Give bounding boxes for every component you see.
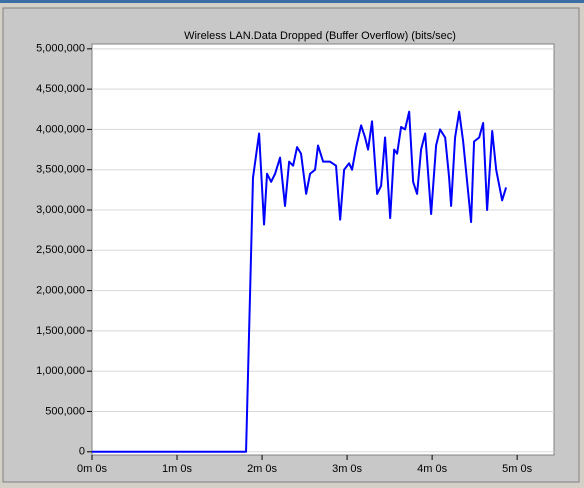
window-border <box>0 0 584 3</box>
chart-title: Wireless LAN.Data Dropped (Buffer Overfl… <box>184 30 456 42</box>
x-tick-label: 4m 0s <box>417 463 447 475</box>
x-tick-label: 5m 0s <box>502 463 532 475</box>
y-tick-label: 5,000,000 <box>36 43 85 55</box>
x-tick-label: 3m 0s <box>332 463 362 475</box>
y-tick-label: 500,000 <box>45 405 85 417</box>
y-tick-label: 2,000,000 <box>36 285 85 297</box>
y-tick-label: 3,000,000 <box>36 204 85 216</box>
y-tick-label: 1,000,000 <box>36 365 85 377</box>
x-tick-label: 1m 0s <box>162 463 192 475</box>
y-tick-label: 3,500,000 <box>36 164 85 176</box>
y-tick-label: 4,000,000 <box>36 123 85 135</box>
data-line <box>92 110 508 453</box>
y-tick-label: 2,500,000 <box>36 244 85 256</box>
x-tick-label: 0m 0s <box>77 463 107 475</box>
y-tick-label: 1,500,000 <box>36 325 85 337</box>
x-tick-label: 2m 0s <box>247 463 277 475</box>
plot-area <box>91 43 555 456</box>
y-tick-label: 4,500,000 <box>36 83 85 95</box>
y-tick-label: 0 <box>79 446 85 458</box>
